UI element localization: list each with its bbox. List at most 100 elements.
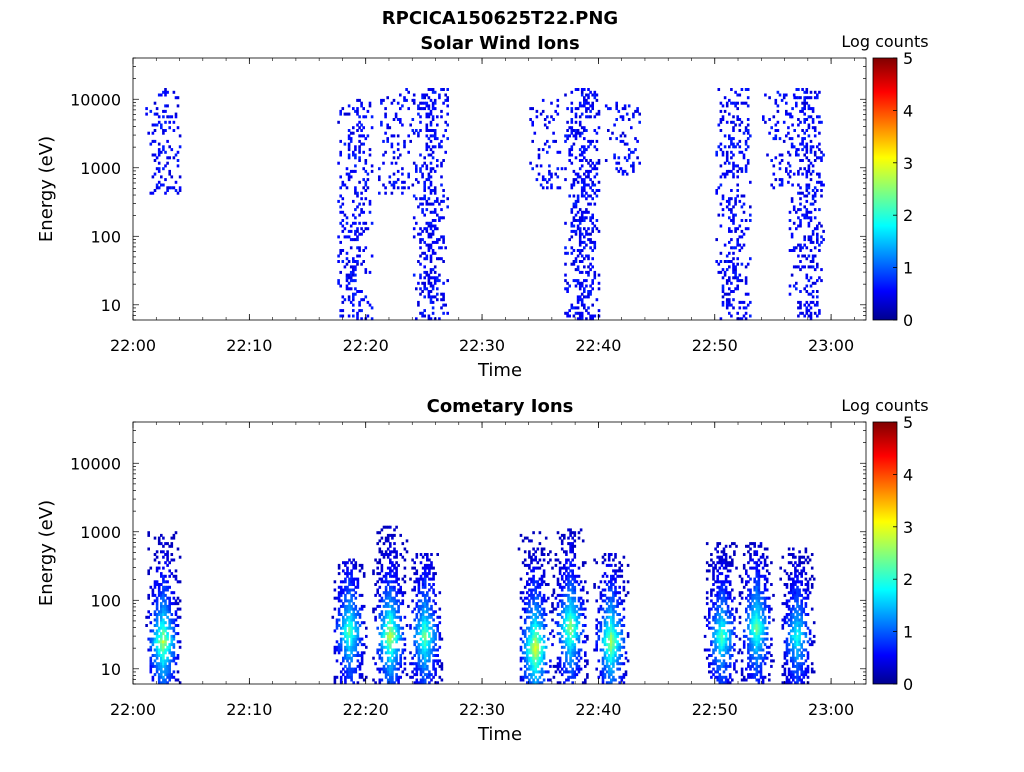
spectrogram-cell <box>162 632 165 635</box>
spectrogram-cell <box>803 244 806 247</box>
spectrogram-cell <box>579 227 582 230</box>
spectrogram-cell <box>356 195 359 198</box>
spectrogram-cell <box>338 572 341 575</box>
spectrogram-cell <box>338 619 341 622</box>
spectrogram-cell <box>638 121 641 124</box>
spectrogram-cell <box>739 129 742 132</box>
spectrogram-cell <box>801 88 804 91</box>
spectrogram-cell <box>602 659 605 662</box>
spectrogram-cell <box>430 246 433 249</box>
spectrogram-cell <box>374 594 377 597</box>
spectrogram-cell <box>534 676 537 679</box>
spectrogram-cell <box>595 646 598 649</box>
spectrogram-cell <box>338 608 341 611</box>
spectrogram-cell <box>389 638 392 641</box>
spectrogram-cell <box>584 640 587 643</box>
spectrogram-cell <box>598 162 601 165</box>
spectrogram-cell <box>731 654 734 657</box>
spectrogram-cell <box>614 580 617 583</box>
spectrogram-cell <box>412 129 415 132</box>
spectrogram-cell <box>729 657 732 660</box>
spectrogram-cell <box>397 564 400 567</box>
spectrogram-cell <box>814 186 817 189</box>
spectrogram-cell <box>736 257 739 260</box>
spectrogram-cell <box>621 654 624 657</box>
spectrogram-cell <box>350 561 353 564</box>
spectrogram-cell <box>571 162 574 165</box>
spectrogram-cell <box>791 200 794 203</box>
spectrogram-cell <box>532 594 535 597</box>
spectrogram-cell <box>579 134 582 137</box>
spectrogram-cell <box>745 265 748 268</box>
spectrogram-cell <box>391 629 394 632</box>
spectrogram-cell <box>358 140 361 143</box>
spectrogram-cell <box>350 632 353 635</box>
spectrogram-cell <box>355 640 358 643</box>
spectrogram-cell <box>553 591 556 594</box>
spectrogram-cell <box>407 91 410 94</box>
spectrogram-cell <box>526 597 529 600</box>
spectrogram-cell <box>808 186 811 189</box>
spectrogram-cell <box>419 115 422 118</box>
spectrogram-cell <box>541 673 544 676</box>
spectrogram-cell <box>352 619 355 622</box>
spectrogram-cell <box>409 140 412 143</box>
spectrogram-cell <box>545 624 548 627</box>
spectrogram-cell <box>415 170 418 173</box>
spectrogram-cell <box>573 195 576 198</box>
spectrogram-cell <box>393 621 396 624</box>
spectrogram-cell <box>734 203 737 206</box>
spectrogram-cell <box>736 238 739 241</box>
spectrogram-cell <box>446 88 449 91</box>
spectrogram-cell <box>547 553 550 556</box>
spectrogram-cell <box>348 260 351 263</box>
spectrogram-cell <box>719 627 722 630</box>
spectrogram-cell <box>576 605 579 608</box>
spectrogram-cell <box>432 104 435 107</box>
spectrogram-cell <box>407 107 410 110</box>
spectrogram-cell <box>446 279 449 282</box>
spectrogram-cell <box>426 602 429 605</box>
spectrogram-cell <box>531 124 534 127</box>
spectrogram-cell <box>589 164 592 167</box>
spectrogram-cell <box>820 159 823 162</box>
spectrogram-cell <box>801 129 804 132</box>
spectrogram-cell <box>423 315 426 318</box>
spectrogram-cell <box>731 613 734 616</box>
spectrogram-cell <box>578 635 581 638</box>
spectrogram-cell <box>542 175 545 178</box>
spectrogram-cell <box>801 148 804 151</box>
spectrogram-cell <box>434 107 437 110</box>
spectrogram-cell <box>820 241 823 244</box>
spectrogram-cell <box>779 167 782 170</box>
x-tick-label: 22:40 <box>575 336 621 355</box>
spectrogram-cell <box>720 164 723 167</box>
spectrogram-cell <box>814 268 817 271</box>
spectrogram-cell <box>606 583 609 586</box>
spectrogram-cell <box>791 143 794 146</box>
spectrogram-cell <box>806 173 809 176</box>
spectrogram-cell <box>369 154 372 157</box>
spectrogram-cell <box>569 534 572 537</box>
spectrogram-cell <box>810 178 813 181</box>
spectrogram-cell <box>612 665 615 668</box>
spectrogram-cell <box>430 298 433 301</box>
spectrogram-cell <box>162 145 165 148</box>
spectrogram-cell <box>734 230 737 233</box>
spectrogram-cell <box>387 649 390 652</box>
spectrogram-cell <box>733 668 736 671</box>
spectrogram-cell <box>606 651 609 654</box>
spectrogram-cell <box>356 312 359 315</box>
spectrogram-cell <box>618 591 621 594</box>
spectrogram-cell <box>569 528 572 531</box>
spectrogram-cell <box>725 640 728 643</box>
spectrogram-cell <box>423 265 426 268</box>
spectrogram-cell <box>387 556 390 559</box>
spectrogram-cell <box>733 542 736 545</box>
spectrogram-cell <box>354 265 357 268</box>
spectrogram-cell <box>565 550 568 553</box>
spectrogram-cell <box>589 246 592 249</box>
spectrogram-cell <box>729 594 732 597</box>
spectrogram-cell <box>336 621 339 624</box>
spectrogram-cell <box>722 118 725 121</box>
